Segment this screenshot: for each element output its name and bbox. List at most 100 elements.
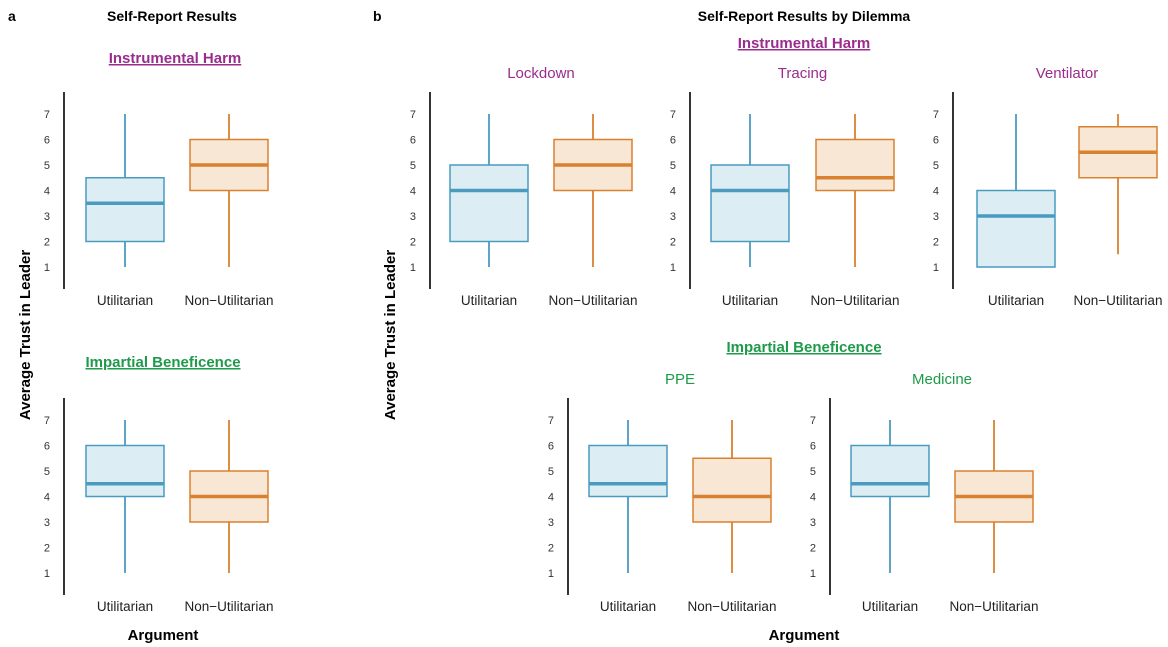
- x-category-label: Utilitarian: [988, 293, 1044, 308]
- box-iqr: [449, 164, 529, 243]
- x-category-label: Utilitarian: [722, 293, 778, 308]
- box-utilitarian: [850, 420, 930, 573]
- y-tick-label: 7: [410, 109, 416, 121]
- y-tick-label: 2: [410, 237, 416, 249]
- x-category-label: Non−Utilitarian: [688, 599, 777, 614]
- x-category-label: Utilitarian: [461, 293, 517, 308]
- y-tick-label: 4: [410, 186, 416, 198]
- y-tick-label: 5: [44, 466, 50, 478]
- x-category-label: Utilitarian: [600, 599, 656, 614]
- box-utilitarian: [85, 114, 165, 267]
- plot-b-impartial-beneficence-ppe: PPE 1 2 3 4 5 6 7 Utilitarian Non−Utilitarian: [548, 371, 777, 614]
- x-category-label: Non−Utilitarian: [1074, 293, 1163, 308]
- y-tick-label: 4: [933, 186, 939, 198]
- y-tick-label: 4: [548, 492, 554, 504]
- box-iqr: [588, 444, 668, 498]
- y-tick-label: 2: [670, 237, 676, 249]
- y-tick-label: 3: [548, 517, 554, 529]
- panel-b-group-instrumental-harm: Instrumental Harm: [738, 35, 871, 52]
- y-tick-label: 6: [410, 135, 416, 147]
- y-tick-label: 5: [410, 160, 416, 172]
- y-tick-label: 1: [44, 568, 50, 580]
- panel-a-letter: a: [8, 8, 16, 24]
- y-tick-label: 2: [44, 237, 50, 249]
- y-tick-label: 7: [44, 109, 50, 121]
- box-non-utilitarian: [692, 420, 772, 573]
- y-tick-label: 3: [810, 517, 816, 529]
- box-iqr: [85, 177, 165, 243]
- y-tick-label: 7: [44, 415, 50, 427]
- subplot-title-ventilator: Ventilator: [1036, 65, 1099, 82]
- y-tick-label: 3: [410, 211, 416, 223]
- y-tick-label: 6: [670, 135, 676, 147]
- box-utilitarian: [588, 420, 668, 573]
- box-iqr: [710, 164, 790, 243]
- box-utilitarian: [449, 114, 529, 267]
- y-tick-label: 7: [548, 415, 554, 427]
- y-tick-label: 6: [44, 135, 50, 147]
- y-tick-label: 5: [670, 160, 676, 172]
- box-utilitarian: [710, 114, 790, 267]
- box-non-utilitarian: [189, 420, 269, 573]
- box-utilitarian: [976, 114, 1056, 268]
- panel-b-group-impartial-beneficence: Impartial Beneficence: [726, 339, 881, 356]
- y-tick-label: 4: [44, 492, 50, 504]
- panel-a-xlabel: Argument: [128, 627, 199, 644]
- x-category-label: Non−Utilitarian: [549, 293, 638, 308]
- subplot-title-medicine: Medicine: [912, 371, 972, 388]
- y-tick-label: 7: [810, 415, 816, 427]
- y-tick-label: 5: [933, 160, 939, 172]
- y-tick-label: 2: [44, 543, 50, 555]
- y-tick-label: 1: [933, 262, 939, 274]
- panel-b-title: Self-Report Results by Dilemma: [698, 8, 911, 24]
- y-tick-label: 1: [410, 262, 416, 274]
- y-tick-label: 4: [44, 186, 50, 198]
- subplot-title-tracing: Tracing: [778, 65, 827, 82]
- y-tick-label: 6: [810, 441, 816, 453]
- x-category-label: Utilitarian: [862, 599, 918, 614]
- panel-b-ylabel: Average Trust in Leader: [382, 250, 399, 421]
- y-tick-label: 1: [548, 568, 554, 580]
- box-plots: 1 2 3 4 5 6 7 Utilitarian Non−Utilitarian 1 2 3 4 5 6 7…: [44, 65, 1163, 614]
- y-tick-label: 3: [44, 517, 50, 529]
- y-tick-label: 1: [670, 262, 676, 274]
- box-utilitarian: [85, 420, 165, 573]
- y-tick-label: 3: [44, 211, 50, 223]
- box-iqr: [692, 457, 772, 523]
- y-tick-label: 1: [44, 262, 50, 274]
- x-category-label: Utilitarian: [97, 599, 153, 614]
- y-tick-label: 7: [933, 109, 939, 121]
- plot-b-instrumental-harm-lockdown: Lockdown 1 2 3 4 5 6 7 Utilitarian Non−Utilitaria…: [410, 65, 638, 308]
- y-tick-label: 2: [548, 543, 554, 555]
- box-iqr: [850, 444, 930, 498]
- y-tick-label: 4: [810, 492, 816, 504]
- y-tick-label: 2: [933, 237, 939, 249]
- y-tick-label: 2: [810, 543, 816, 555]
- box-non-utilitarian: [815, 114, 895, 267]
- plot-a-instrumental-harm: 1 2 3 4 5 6 7 Utilitarian Non−Utilitarian: [44, 92, 274, 308]
- x-category-label: Non−Utilitarian: [185, 293, 274, 308]
- panel-b-letter: b: [373, 8, 382, 24]
- plot-b-instrumental-harm-tracing: Tracing 1 2 3 4 5 6 7 Utilitarian Non−Utilitarian: [670, 65, 900, 308]
- plot-b-impartial-beneficence-medicine: Medicine 1 2 3 4 5 6 7 Utilitarian Non−Utilitaria…: [810, 371, 1039, 614]
- box-non-utilitarian: [189, 114, 269, 267]
- y-tick-label: 6: [933, 135, 939, 147]
- plot-b-instrumental-harm-ventilator: Ventilator 1 2 3 4 5 6 7 Utilitarian Non−Utilitar…: [933, 65, 1163, 308]
- y-tick-label: 7: [670, 109, 676, 121]
- y-tick-label: 5: [44, 160, 50, 172]
- panel-b-xlabel: Argument: [769, 627, 840, 644]
- x-category-label: Non−Utilitarian: [185, 599, 274, 614]
- x-category-label: Non−Utilitarian: [811, 293, 900, 308]
- box-non-utilitarian: [1078, 114, 1158, 255]
- y-tick-label: 5: [810, 466, 816, 478]
- subplot-title-lockdown: Lockdown: [507, 65, 575, 82]
- y-tick-label: 1: [810, 568, 816, 580]
- y-tick-label: 3: [933, 211, 939, 223]
- panel-a-group-impartial-beneficence: Impartial Beneficence: [85, 354, 240, 371]
- panel-a-title: Self-Report Results: [107, 8, 237, 24]
- x-category-label: Utilitarian: [97, 293, 153, 308]
- y-tick-label: 6: [44, 441, 50, 453]
- box-non-utilitarian: [954, 420, 1034, 573]
- subplot-title-ppe: PPE: [665, 371, 695, 388]
